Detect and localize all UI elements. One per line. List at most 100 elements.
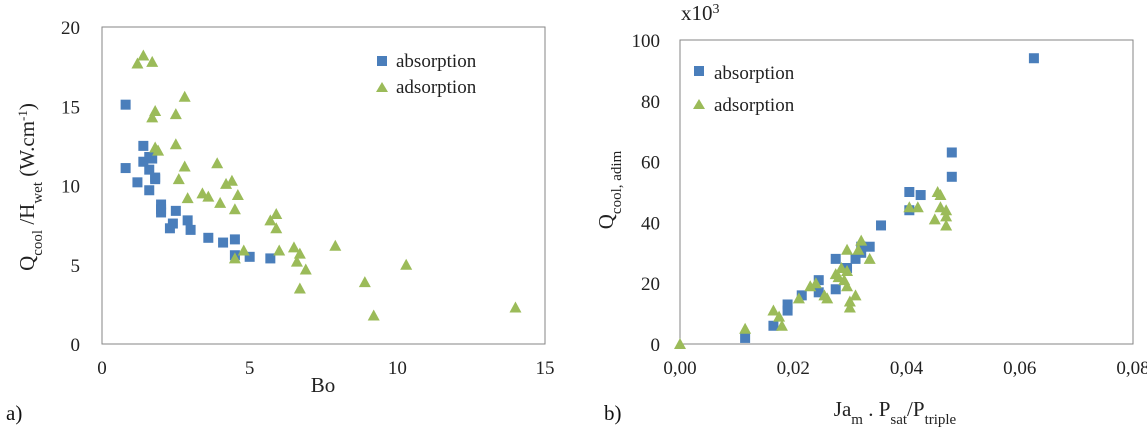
y-tick-label: 60	[641, 153, 660, 174]
data-point-adsorption	[358, 276, 371, 288]
data-point-adsorption	[237, 244, 250, 256]
data-point-absorption	[218, 237, 229, 248]
data-point-absorption	[864, 241, 875, 252]
plot-frame	[101, 26, 546, 345]
data-point-absorption	[796, 290, 807, 301]
x-tick-label: 0,06	[1003, 358, 1036, 379]
data-point-absorption	[830, 284, 841, 295]
legend-label-absorption: absorption	[396, 51, 477, 72]
data-point-adsorption	[841, 280, 854, 292]
data-point-adsorption	[863, 252, 876, 264]
data-point-adsorption	[293, 282, 306, 294]
data-point-absorption	[813, 275, 824, 286]
data-point-absorption	[946, 171, 957, 182]
data-point-adsorption	[849, 289, 862, 301]
data-point-absorption	[132, 177, 143, 188]
data-point-adsorption	[928, 213, 941, 225]
data-point-absorption	[120, 99, 131, 110]
x-tick-label: 5	[245, 358, 255, 379]
data-point-absorption	[740, 332, 751, 343]
y-axis-label: Qcool /Hwet (W.cm-1)	[15, 103, 47, 271]
y-axis-label: Qcool, adim	[594, 150, 625, 229]
y-tick-label: 0	[651, 335, 661, 356]
data-point-adsorption	[273, 244, 286, 256]
data-point-absorption	[167, 218, 178, 229]
data-point-adsorption	[809, 277, 822, 289]
legend-marker-absorption	[377, 56, 387, 66]
x-axis-label: Bo	[311, 373, 336, 397]
data-point-adsorption	[940, 204, 953, 216]
data-point-adsorption	[940, 219, 953, 231]
data-points	[120, 49, 522, 321]
y-tick-label: 20	[61, 18, 80, 39]
y-tick-label: 20	[641, 274, 660, 295]
data-point-adsorption	[146, 111, 159, 123]
y-tick-label: 0	[71, 335, 81, 356]
data-point-absorption	[782, 305, 793, 316]
data-point-adsorption	[178, 90, 191, 102]
legend: absorption adsorption	[376, 51, 477, 98]
data-point-adsorption	[181, 192, 194, 204]
data-point-absorption	[813, 287, 824, 298]
data-point-absorption	[144, 185, 155, 196]
data-point-adsorption	[169, 108, 182, 120]
data-point-absorption	[150, 172, 161, 183]
data-point-absorption	[1028, 53, 1039, 64]
data-point-adsorption	[211, 157, 224, 169]
data-point-adsorption	[775, 319, 788, 331]
x-tick-label: 10	[388, 358, 407, 379]
data-point-adsorption	[843, 295, 856, 307]
data-point-adsorption	[367, 309, 380, 321]
y-tick-label: 80	[641, 92, 660, 113]
data-point-adsorption	[290, 255, 303, 267]
data-point-adsorption	[220, 177, 233, 189]
data-point-absorption	[144, 164, 155, 175]
data-point-absorption	[185, 224, 196, 235]
data-point-adsorption	[146, 55, 159, 67]
data-point-adsorption	[172, 173, 185, 185]
data-point-absorption	[156, 207, 167, 218]
data-point-adsorption	[934, 189, 947, 201]
data-point-adsorption	[841, 243, 854, 255]
data-point-absorption	[229, 234, 240, 245]
data-point-adsorption	[855, 234, 868, 246]
chart-panel-a: 0 5 10 15 0 5 10 15 20 Bo Qcool /Hwet (W.cm-1) a…	[6, 18, 555, 425]
y-tick-label: 10	[61, 177, 80, 198]
y-tick-label: 40	[641, 213, 660, 234]
data-point-adsorption	[225, 174, 238, 186]
data-point-absorption	[170, 205, 181, 216]
data-point-absorption	[244, 251, 255, 262]
legend-label-adsorption: adsorption	[714, 95, 795, 116]
data-point-absorption	[203, 232, 214, 243]
data-point-adsorption	[196, 187, 209, 199]
data-point-adsorption	[178, 160, 191, 172]
data-point-absorption	[138, 140, 149, 151]
data-point-absorption	[876, 220, 887, 231]
data-point-adsorption	[299, 263, 312, 275]
data-point-adsorption	[270, 208, 283, 220]
data-point-adsorption	[903, 201, 916, 213]
data-point-absorption	[946, 147, 957, 158]
data-point-absorption	[850, 253, 861, 264]
data-point-adsorption	[911, 201, 924, 213]
legend-marker-adsorption	[693, 99, 705, 109]
data-point-adsorption	[400, 258, 413, 270]
y-tick-label: 5	[71, 256, 81, 277]
legend-label-absorption: absorption	[714, 63, 795, 84]
data-point-adsorption	[843, 301, 856, 313]
data-point-adsorption	[293, 247, 306, 259]
data-point-adsorption	[509, 301, 522, 313]
x-tick-label: 0,08	[1116, 358, 1147, 379]
data-point-adsorption	[202, 190, 215, 202]
data-point-adsorption	[169, 138, 182, 150]
data-point-absorption	[782, 299, 793, 310]
data-point-adsorption	[792, 292, 805, 304]
data-point-adsorption	[804, 280, 817, 292]
data-point-adsorption	[149, 105, 162, 117]
data-point-absorption	[904, 187, 915, 197]
panel-label-a: a)	[6, 401, 22, 425]
data-point-adsorption	[264, 214, 277, 226]
legend-label-adsorption: adsorption	[396, 77, 477, 98]
data-point-absorption	[138, 156, 149, 167]
